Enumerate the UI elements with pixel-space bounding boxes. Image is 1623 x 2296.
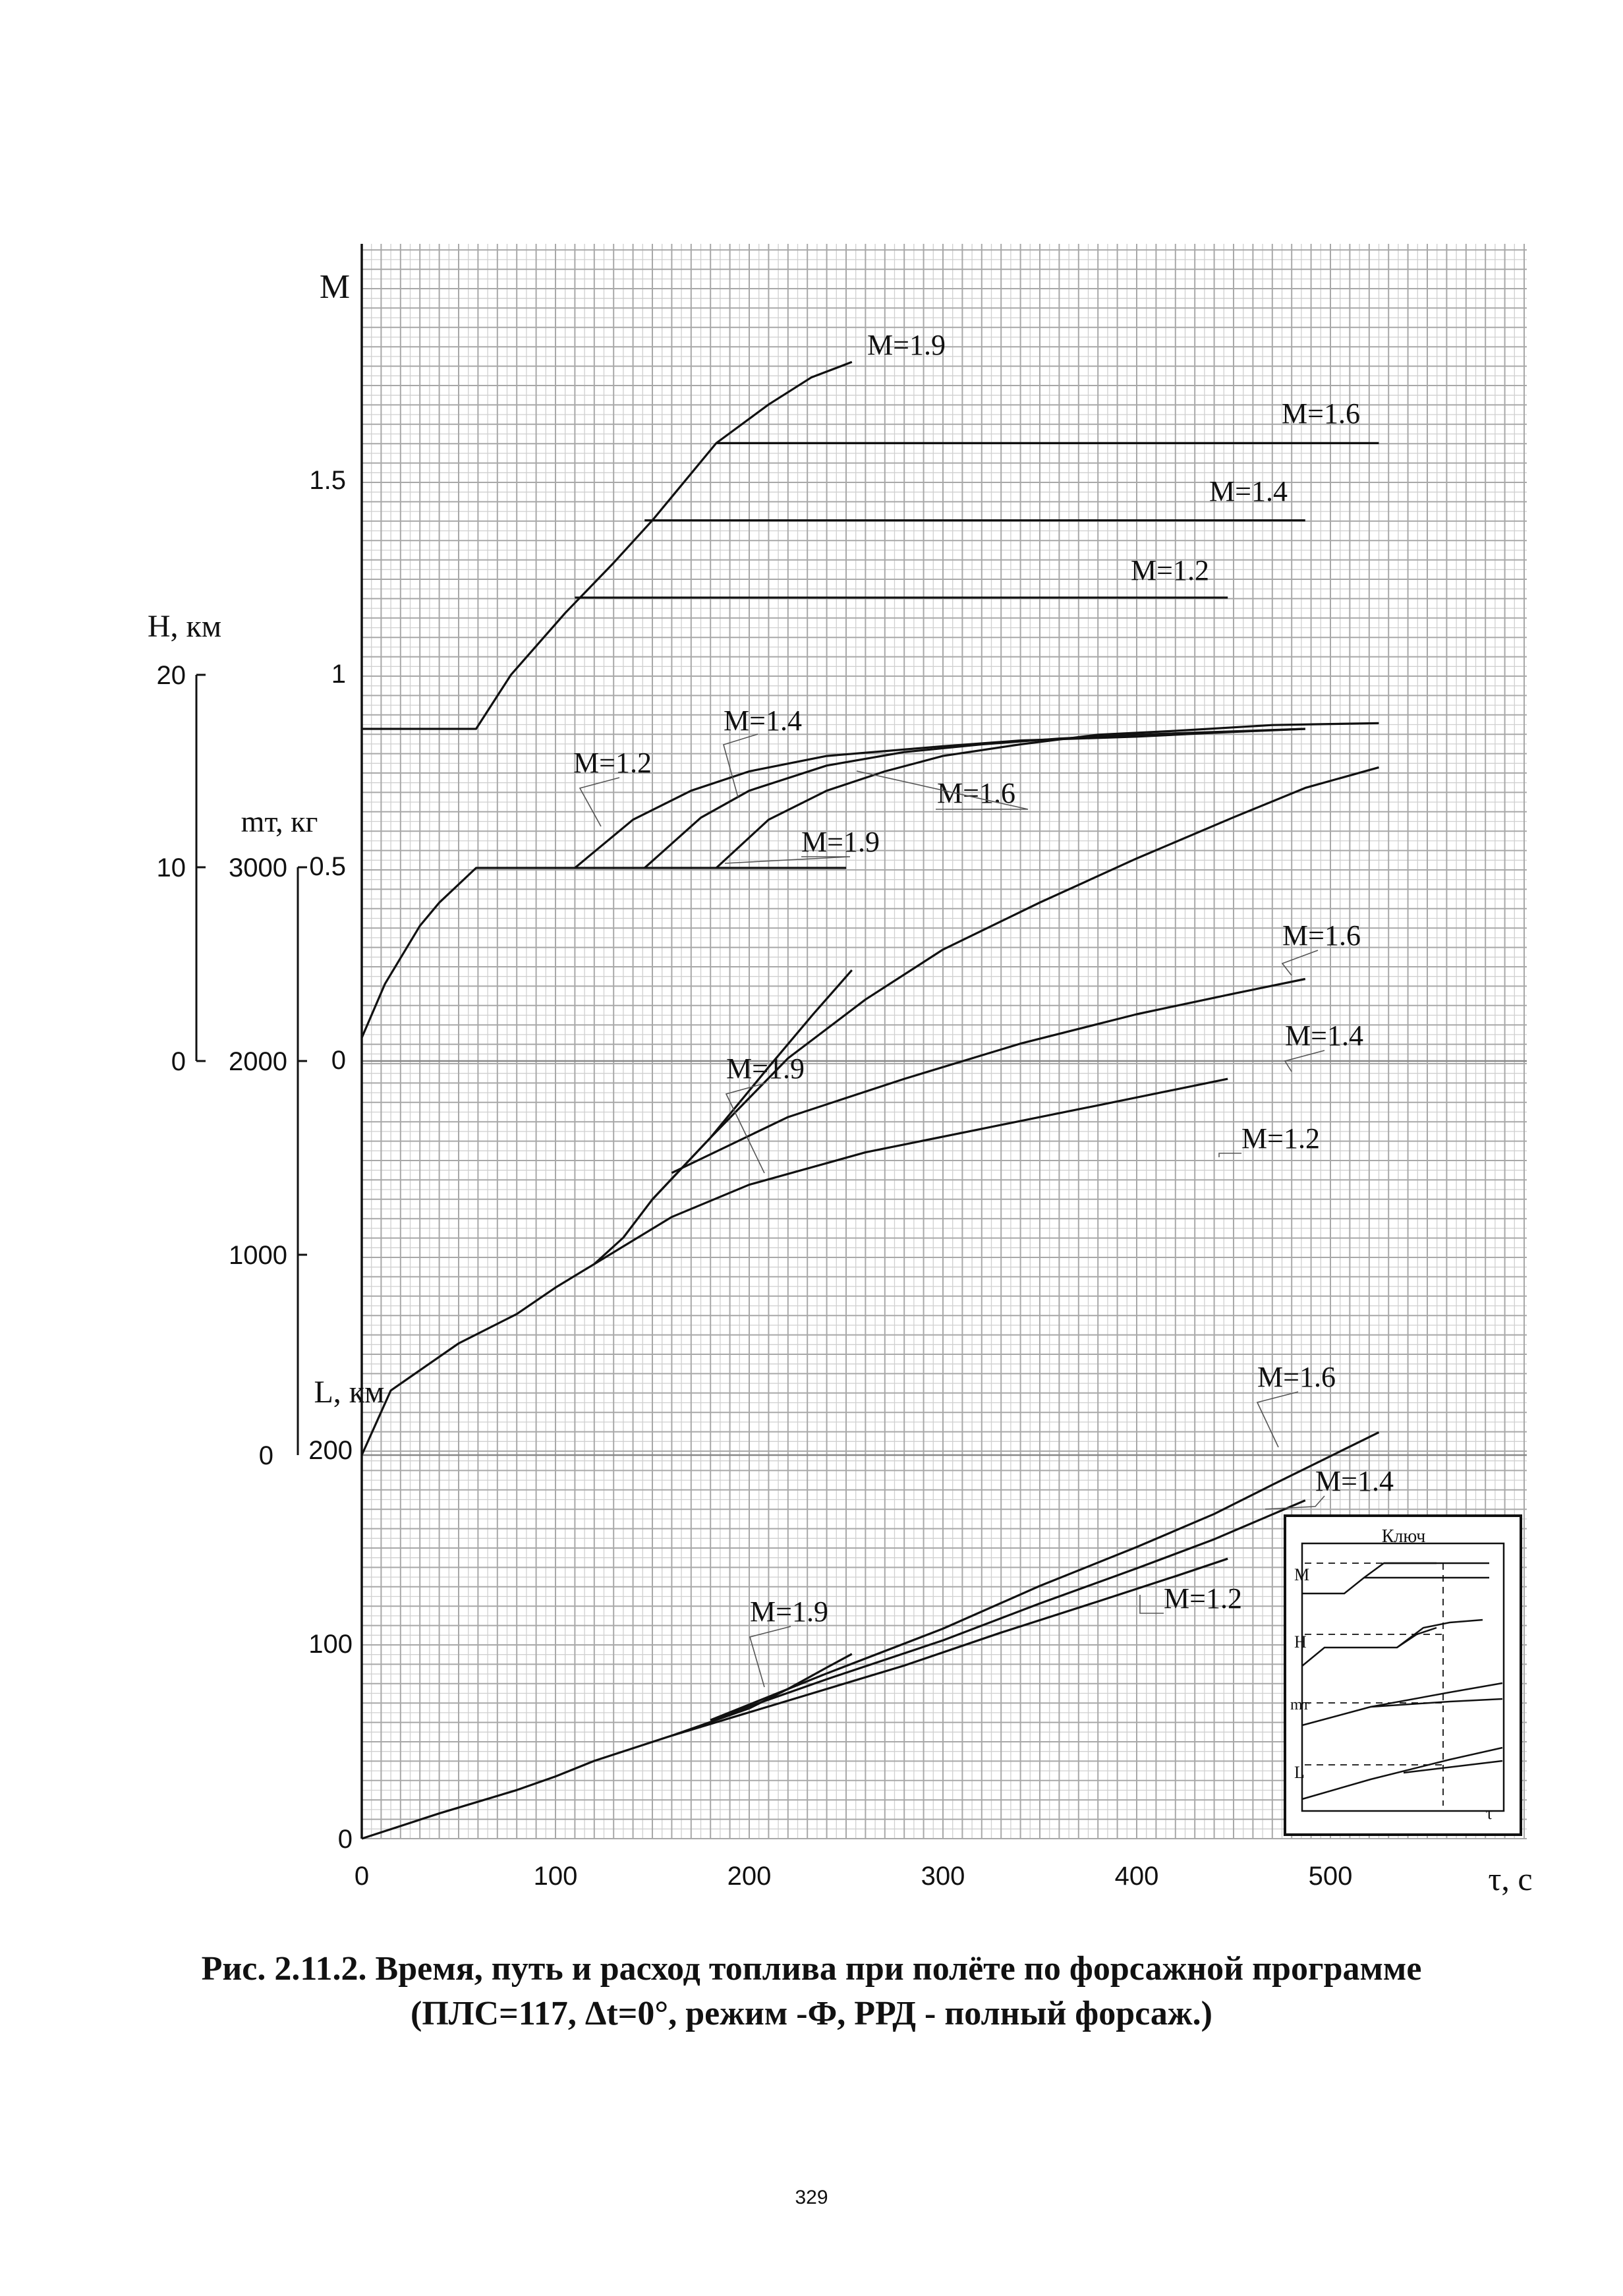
h-tick-label: 0 (171, 1047, 186, 1076)
mt-tick-label: 2000 (229, 1047, 287, 1076)
m-tick-label: 0.5 (309, 852, 346, 881)
l-tick-label: 200 (308, 1436, 353, 1465)
series-label: M=1.4 (1315, 1465, 1394, 1497)
h-tick-label: 10 (157, 853, 186, 882)
series-lines (360, 360, 1380, 1840)
grid (361, 244, 1527, 1839)
series-line-H-M=1.4 (644, 728, 1305, 869)
series-label: M=1.6 (1282, 397, 1360, 430)
series-line-H-base (360, 867, 846, 1039)
key-title: Ключ (1382, 1526, 1426, 1547)
l-tick-label: 0 (338, 1825, 353, 1854)
series-label: M=1.4 (724, 704, 802, 737)
series-label: M=1.6 (937, 777, 1015, 809)
l-axis-label: L, км (314, 1375, 384, 1410)
series-label-leader (723, 733, 758, 798)
h-tick-label: 20 (157, 661, 186, 690)
key-curve (1302, 1576, 1489, 1595)
mt-tick-label: 1000 (229, 1241, 287, 1270)
h-axis-label: Н, км (148, 609, 221, 644)
key-label-m: M (1294, 1565, 1309, 1584)
key-label-h: H (1294, 1632, 1307, 1651)
series-label: M=1.4 (1285, 1019, 1363, 1052)
m-tick-label: 1 (331, 660, 346, 689)
series-line-H-M=1.2 (574, 728, 1305, 869)
x-axis-label: τ, с (1488, 1860, 1532, 1897)
series-label: M=1.2 (573, 747, 652, 779)
series-line-L-M=1.2 (671, 1557, 1228, 1737)
series-label-leader (749, 1626, 791, 1688)
series-label-leader (1256, 1391, 1299, 1448)
axes (195, 244, 363, 1839)
key-label-tau: τ (1486, 1804, 1493, 1823)
series-label: M=1.6 (1282, 919, 1361, 952)
series-label-leader (856, 770, 1029, 810)
series-label: M=1.9 (801, 826, 880, 858)
key-inset: Ключ M Hmт Lτ (1284, 1514, 1522, 1836)
x-tick-label: 300 (921, 1862, 965, 1891)
series-label-leader (724, 856, 851, 864)
series-label: M=1.6 (1257, 1361, 1336, 1393)
x-tick-label: 0 (355, 1862, 369, 1891)
key-inner-frame (1301, 1542, 1505, 1812)
series-line-L-M=1.4 (710, 1499, 1306, 1721)
series-label-leader (1265, 1495, 1325, 1510)
x-tick-label: 200 (727, 1862, 772, 1891)
l-tick-label: 100 (308, 1630, 353, 1659)
key-frame (1284, 1514, 1522, 1836)
x-tick-label: 500 (1309, 1862, 1353, 1891)
series-label: M=1.2 (1131, 554, 1209, 587)
series-line-H-M=1.6 (715, 722, 1379, 869)
series-label: M=1.2 (1164, 1582, 1242, 1615)
x-tick-label: 100 (534, 1862, 578, 1891)
series-label-leader (1218, 1153, 1241, 1157)
mt-tick-label: 3000 (229, 853, 287, 882)
grid-major (361, 244, 1527, 1839)
key-curve (1301, 1682, 1503, 1727)
page-number: 329 (795, 2187, 828, 2208)
series-line-L-M=1.6 (710, 1431, 1380, 1721)
key-curve (1403, 1760, 1503, 1774)
series-line-mт-base (360, 1199, 654, 1456)
series-label: M=1.9 (750, 1595, 828, 1628)
series-label-leader (579, 777, 620, 827)
series-line-mт-M=1.4 (671, 977, 1306, 1174)
m-tick-label: 1.5 (309, 466, 346, 495)
m-tick-label: 0 (331, 1046, 346, 1075)
series-label: M=1.2 (1241, 1122, 1320, 1155)
series-label: M=1.4 (1209, 475, 1288, 507)
series-label-leader (725, 1083, 765, 1174)
series-line-mт-M=1.6 (651, 766, 1379, 1201)
key-label-mt: mт (1290, 1696, 1310, 1713)
key-curve (1370, 1698, 1503, 1708)
series-label: M=1.9 (867, 329, 946, 361)
figure-caption-line2: (ПЛС=117, Δt=0°, режим -Ф, РРД - полный … (411, 1995, 1212, 2032)
series-label-leader (1281, 950, 1319, 976)
series-line-mт-M=1.2 (593, 1077, 1228, 1265)
series-line-M-M=1.9 (362, 360, 853, 730)
x-tick-label: 400 (1115, 1862, 1159, 1891)
l-axis-zero: 0 (259, 1441, 273, 1470)
series-label: M=1.9 (726, 1052, 805, 1085)
figure-caption-line1: Рис. 2.11.2. Время, путь и расход топлив… (201, 1950, 1422, 1988)
m-axis-label: M (320, 268, 350, 306)
key-label-l: L (1294, 1763, 1305, 1782)
mt-axis-label: mт, кг (241, 805, 318, 838)
series-label-leader (1139, 1595, 1164, 1614)
key-curve (1396, 1619, 1483, 1648)
key-curve (1301, 1746, 1503, 1800)
series-label-leader (1284, 1050, 1325, 1072)
